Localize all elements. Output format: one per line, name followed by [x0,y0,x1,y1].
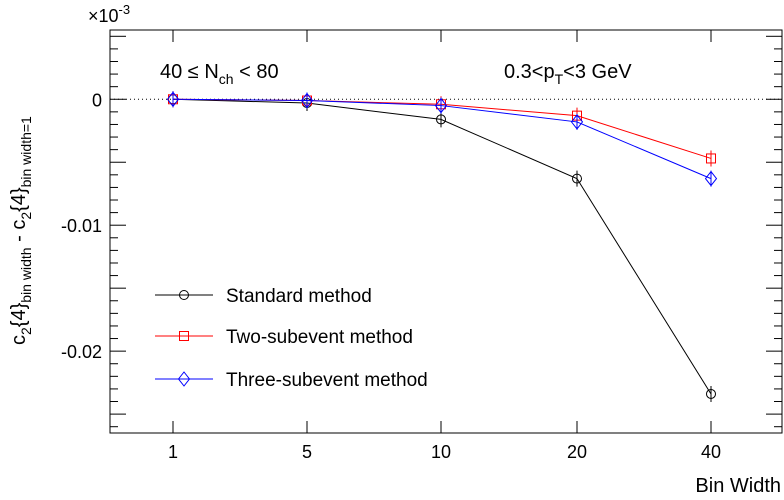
data-point [177,371,191,387]
legend-label: Three-subevent method [226,370,428,391]
data-point [704,170,718,187]
x-tick-label: 1 [168,442,178,462]
data-point [179,331,189,341]
y-tick-label: -0.01 [61,216,102,236]
x-tick-label: 10 [431,442,451,462]
data-point [706,388,716,399]
annotation-nch: 40 ≤ Nch < 80 [160,61,279,87]
legend-label: Standard method [226,286,372,307]
data-point [570,114,584,130]
data-point [436,114,446,125]
x-tick-label: 5 [302,442,312,462]
plot-frame [109,29,783,434]
x-tick-label: 40 [701,442,721,462]
data-point [572,173,582,184]
data-point [300,92,314,109]
x-tick-label: 20 [567,442,587,462]
y-axis-label: c2{4}bin width - c2{4}bin width=1 [8,116,34,345]
legend-label: Two-subevent method [226,327,413,348]
x-axis-label: Bin Width [695,475,781,497]
data-point [706,153,716,164]
annotation-pt: 0.3<pT<3 GeV [504,61,632,87]
data-point [166,91,180,108]
y-tick-label: 0 [92,90,102,110]
data-point [434,97,448,114]
y-tick-label: -0.02 [61,342,102,362]
series-line-0 [172,98,712,395]
y-multiplier: ×10-3 [88,2,130,26]
series-line-1 [172,98,712,159]
data-point [179,290,189,300]
